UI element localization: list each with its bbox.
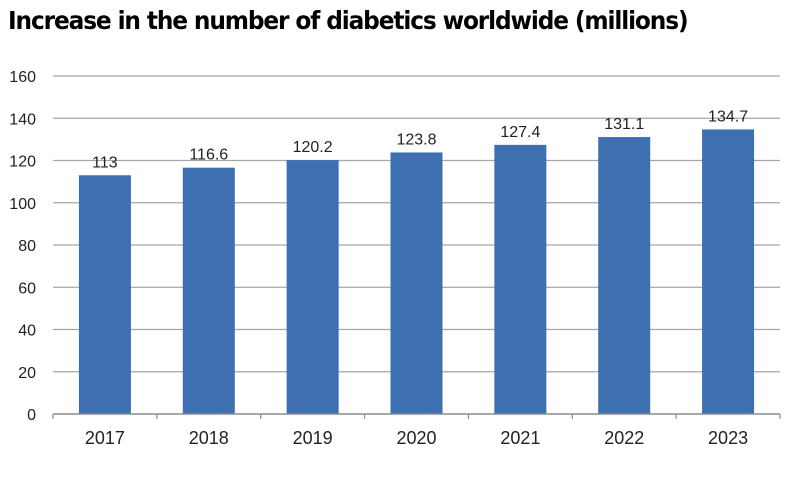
data-label: 123.8 [396, 131, 436, 148]
x-tick-label: 2019 [293, 428, 333, 448]
data-label: 134.7 [708, 108, 748, 125]
x-tick-label: 2020 [396, 428, 436, 448]
x-tick-label: 2023 [708, 428, 748, 448]
x-tick-label: 2018 [189, 428, 229, 448]
bar-2023 [702, 129, 755, 415]
data-label: 127.4 [500, 124, 540, 141]
y-tick-label: 80 [18, 238, 36, 255]
y-tick-label: 20 [18, 365, 36, 382]
x-tick-label: 2022 [604, 428, 644, 448]
data-label: 113 [92, 154, 118, 171]
bar-2022 [598, 137, 651, 414]
y-tick-label: 60 [18, 280, 36, 297]
data-label: 131.1 [604, 116, 644, 133]
bar-2019 [286, 160, 339, 414]
y-tick-label: 0 [27, 407, 36, 424]
bar-2020 [390, 152, 443, 414]
y-tick-label: 160 [9, 69, 36, 86]
bar-2021 [494, 144, 547, 414]
x-tick-label: 2021 [500, 428, 540, 448]
y-tick-label: 120 [9, 154, 36, 171]
y-tick-label: 140 [9, 111, 36, 128]
data-label: 116.6 [189, 147, 228, 164]
y-tick-label: 40 [18, 323, 36, 340]
y-tick-label: 100 [9, 196, 36, 213]
bar-2017 [78, 175, 131, 414]
x-tick-label: 2017 [85, 428, 125, 448]
data-label: 120.2 [293, 139, 333, 156]
chart-title: Increase in the number of diabetics worl… [8, 6, 689, 35]
bar-2018 [182, 167, 235, 414]
